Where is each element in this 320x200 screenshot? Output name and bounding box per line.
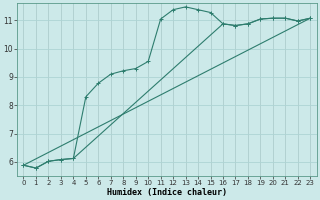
X-axis label: Humidex (Indice chaleur): Humidex (Indice chaleur) [107, 188, 227, 197]
